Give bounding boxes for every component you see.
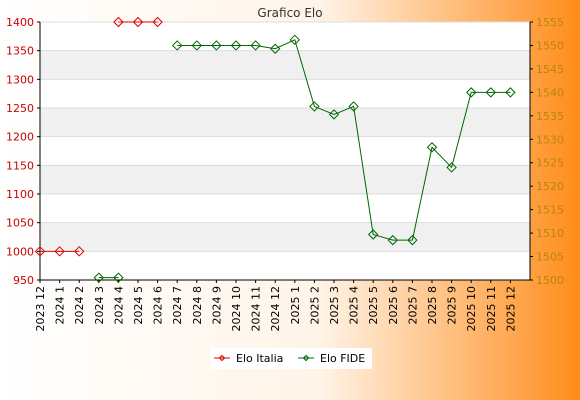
x-tick-label: 2025 9: [446, 286, 459, 325]
data-point[interactable]: [73, 246, 85, 257]
legend: Elo Italia Elo FIDE: [210, 348, 372, 369]
left-tick-label: 1150: [6, 159, 34, 172]
x-tick-label: 2025 2: [308, 286, 321, 325]
right-tick-label: 1550: [536, 39, 564, 52]
legend-label: Elo FIDE: [320, 352, 365, 365]
right-tick-label: 1520: [536, 180, 564, 193]
x-tick-label: 2023 12: [34, 286, 47, 332]
right-tick-label: 1510: [536, 227, 564, 240]
right-tick-label: 1515: [536, 204, 564, 217]
grid-band: [40, 222, 530, 252]
left-tick-label: 950: [13, 274, 34, 287]
data-point[interactable]: [465, 87, 477, 98]
grid-band: [40, 50, 530, 80]
data-point[interactable]: [367, 229, 379, 240]
x-tick-label: 2024 4: [112, 286, 125, 325]
data-point[interactable]: [387, 234, 399, 246]
data-point[interactable]: [132, 16, 144, 28]
data-point[interactable]: [34, 246, 46, 257]
data-point[interactable]: [250, 40, 261, 51]
x-tick-label: 2024 3: [93, 286, 106, 325]
right-tick-label: 1540: [536, 86, 564, 99]
x-tick-label: 2025 11: [485, 286, 498, 332]
left-tick-label: 1400: [6, 16, 34, 29]
x-tick-label: 2025 4: [348, 286, 361, 325]
right-tick-label: 1500: [536, 274, 564, 287]
legend-swatch-marker: [218, 354, 226, 362]
series-layer: [34, 16, 516, 283]
right-y-axis: 1500 1505 1510 1515 1520 1525 1530 1535 1540 1545…: [529, 16, 564, 287]
x-tick-label: 2024 11: [250, 286, 263, 332]
x-tick-label: 2025 10: [465, 286, 478, 332]
data-point[interactable]: [485, 87, 497, 98]
data-point[interactable]: [309, 101, 320, 112]
data-point[interactable]: [171, 40, 183, 51]
right-tick-label: 1545: [536, 63, 564, 76]
x-tick-label: 2025 8: [426, 286, 439, 325]
series-line: [177, 39, 511, 241]
x-tick-label: 2024 6: [152, 286, 165, 325]
legend-swatch-marker: [302, 354, 310, 362]
x-tick-label: 2024 8: [191, 286, 204, 325]
data-point[interactable]: [211, 40, 222, 51]
x-tick-label: 2024 2: [73, 286, 86, 325]
data-point[interactable]: [93, 272, 105, 283]
x-tick-label: 2025 1: [289, 286, 302, 325]
x-tick-label: 2025 12: [504, 286, 517, 332]
data-point[interactable]: [505, 87, 516, 98]
data-point[interactable]: [446, 162, 457, 173]
x-tick-label: 2025 5: [367, 286, 380, 325]
left-tick-label: 1100: [6, 188, 34, 201]
right-tick-label: 1525: [536, 157, 564, 170]
data-point[interactable]: [407, 234, 418, 246]
left-y-axis: 950 1000 1050 1100 1150 1200 1250 1300 1350 1400: [6, 16, 41, 287]
series-elo-fide: [93, 34, 516, 283]
left-tick-label: 1300: [6, 73, 34, 86]
left-tick-label: 1350: [6, 45, 34, 58]
legend-box: [210, 348, 372, 369]
chart-title: Grafico Elo: [257, 6, 322, 20]
left-tick-label: 1250: [6, 102, 34, 115]
series-elo-italia: [34, 16, 163, 257]
right-tick-label: 1535: [536, 110, 564, 123]
right-tick-label: 1555: [536, 16, 564, 29]
x-tick-label: 2024 12: [269, 286, 282, 332]
x-tick-label: 2024 5: [132, 286, 145, 325]
x-tick-label: 2025 6: [387, 286, 400, 325]
right-tick-label: 1505: [536, 251, 564, 264]
legend-label: Elo Italia: [236, 352, 283, 365]
data-point[interactable]: [348, 101, 359, 112]
data-point[interactable]: [113, 272, 124, 283]
x-tick-label: 2024 7: [171, 286, 184, 325]
right-tick-label: 1530: [536, 133, 564, 146]
data-point[interactable]: [152, 16, 163, 28]
x-tick-label: 2024 1: [54, 286, 67, 325]
x-tick-label: 2024 9: [210, 286, 223, 325]
left-tick-label: 1000: [6, 245, 34, 258]
left-tick-label: 1200: [6, 131, 34, 144]
left-tick-label: 1050: [6, 217, 34, 230]
data-point[interactable]: [54, 246, 65, 257]
data-point[interactable]: [426, 142, 438, 153]
data-point[interactable]: [328, 109, 340, 120]
data-point[interactable]: [191, 40, 203, 51]
x-tick-label: 2024 10: [230, 286, 243, 332]
data-point[interactable]: [269, 43, 281, 54]
plot-area: [40, 21, 530, 281]
x-tick-label: 2025 3: [328, 286, 341, 325]
x-tick-label: 2025 7: [406, 286, 419, 325]
x-axis: 2023 12 2024 1 2024 2 2024 3 2024 4 2024 5 202…: [34, 279, 530, 332]
data-point[interactable]: [230, 40, 242, 51]
data-point[interactable]: [289, 34, 301, 46]
legend-item-elo-fide[interactable]: Elo FIDE: [298, 352, 365, 365]
data-point[interactable]: [113, 16, 124, 28]
legend-item-elo-italia[interactable]: Elo Italia: [214, 352, 283, 365]
grid-band: [40, 165, 530, 194]
grid-band: [40, 108, 530, 137]
